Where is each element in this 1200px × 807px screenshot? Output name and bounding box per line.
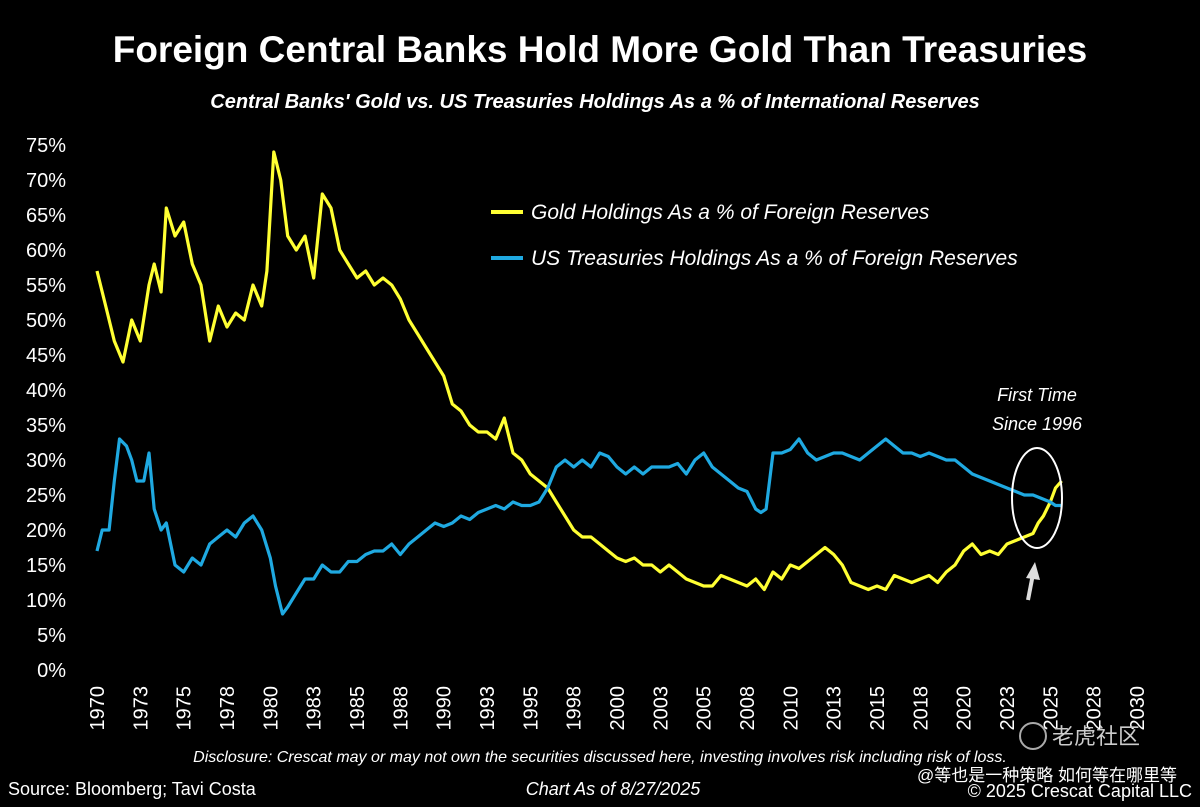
x-tick-label: 2025 bbox=[1040, 686, 1062, 731]
watermark: 老虎社区 @等也是一种策略 如何等在哪里等 bbox=[917, 722, 1177, 785]
y-tick-label: 20% bbox=[26, 520, 66, 542]
y-tick-label: 50% bbox=[26, 310, 66, 332]
chart-date-text: Chart As of 8/27/2025 bbox=[526, 779, 701, 799]
y-tick-label: 25% bbox=[26, 485, 66, 507]
watermark-user: @等也是一种策略 如何等在哪里等 bbox=[917, 766, 1177, 785]
y-tick-label: 30% bbox=[26, 450, 66, 472]
x-tick-label: 1970 bbox=[87, 686, 109, 731]
x-tick-label: 2020 bbox=[954, 686, 976, 731]
y-tick-label: 70% bbox=[26, 170, 66, 192]
x-tick-label: 2028 bbox=[1084, 686, 1106, 731]
x-tick-label: 1998 bbox=[564, 686, 586, 731]
x-tick-label: 2013 bbox=[824, 686, 846, 731]
x-tick-label: 2023 bbox=[997, 686, 1019, 731]
x-tick-label: 1988 bbox=[390, 686, 412, 731]
y-tick-label: 60% bbox=[26, 240, 66, 262]
x-tick-label: 1993 bbox=[477, 686, 499, 731]
x-tick-label: 1978 bbox=[217, 686, 239, 731]
y-tick-label: 35% bbox=[26, 415, 66, 437]
annotation-line-2: Since 1996 bbox=[992, 414, 1083, 434]
x-tick-label: 1995 bbox=[520, 686, 542, 731]
x-tick-label: 2030 bbox=[1127, 686, 1149, 731]
y-tick-label: 45% bbox=[26, 345, 66, 367]
disclosure-text: Disclosure: Crescat may or may not own t… bbox=[193, 749, 1007, 766]
series-line-treasuries bbox=[95, 437, 1062, 616]
source-text: Source: Bloomberg; Tavi Costa bbox=[8, 779, 257, 799]
x-tick-label: 1973 bbox=[130, 686, 152, 731]
chart-subtitle: Central Banks' Gold vs. US Treasuries Ho… bbox=[210, 91, 979, 113]
y-tick-label: 15% bbox=[26, 555, 66, 577]
x-tick-label: 1980 bbox=[260, 686, 282, 731]
watermark-site: 老虎社区 bbox=[1052, 724, 1140, 749]
x-axis: 1970 1973 1975 1978 1980 1983 1985 1988 1990 1993… bbox=[87, 686, 1149, 731]
legend: Gold Holdings As a % of Foreign Reserves… bbox=[491, 201, 1018, 270]
x-tick-label: 2018 bbox=[910, 686, 932, 731]
y-tick-label: 0% bbox=[37, 660, 66, 682]
y-tick-label: 75% bbox=[26, 135, 66, 157]
y-tick-label: 40% bbox=[26, 380, 66, 402]
legend-label-treasuries: US Treasuries Holdings As a % of Foreign… bbox=[531, 247, 1018, 270]
x-tick-label: 1990 bbox=[434, 686, 456, 731]
chart-title: Foreign Central Banks Hold More Gold Tha… bbox=[113, 29, 1088, 70]
y-tick-label: 65% bbox=[26, 205, 66, 227]
annotation-callout: First Time Since 1996 bbox=[992, 385, 1083, 601]
y-tick-label: 10% bbox=[26, 590, 66, 612]
x-tick-label: 1985 bbox=[347, 686, 369, 731]
x-tick-label: 1975 bbox=[174, 686, 196, 731]
x-tick-label: 2015 bbox=[867, 686, 889, 731]
annotation-ellipse bbox=[1011, 447, 1063, 549]
y-axis: 0% 5% 10% 15% 20% 25% 30% 35% 40% 45% 50% 55% 60% 65%… bbox=[26, 135, 66, 682]
x-tick-label: 2010 bbox=[780, 686, 802, 731]
arrow-up-icon bbox=[1026, 562, 1040, 601]
x-tick-label: 2008 bbox=[737, 686, 759, 731]
x-tick-label: 2000 bbox=[607, 686, 629, 731]
series-line-gold bbox=[95, 150, 1063, 592]
x-tick-label: 2005 bbox=[694, 686, 716, 731]
x-tick-label: 2003 bbox=[650, 686, 672, 731]
copyright-text: © 2025 Crescat Capital LLC bbox=[968, 781, 1192, 801]
annotation-line-1: First Time bbox=[997, 385, 1077, 405]
x-tick-label: 1983 bbox=[304, 686, 326, 731]
watermark-logo-icon bbox=[1019, 722, 1047, 750]
y-tick-label: 5% bbox=[37, 625, 66, 647]
y-tick-label: 55% bbox=[26, 275, 66, 297]
legend-label-gold: Gold Holdings As a % of Foreign Reserves bbox=[531, 201, 930, 224]
